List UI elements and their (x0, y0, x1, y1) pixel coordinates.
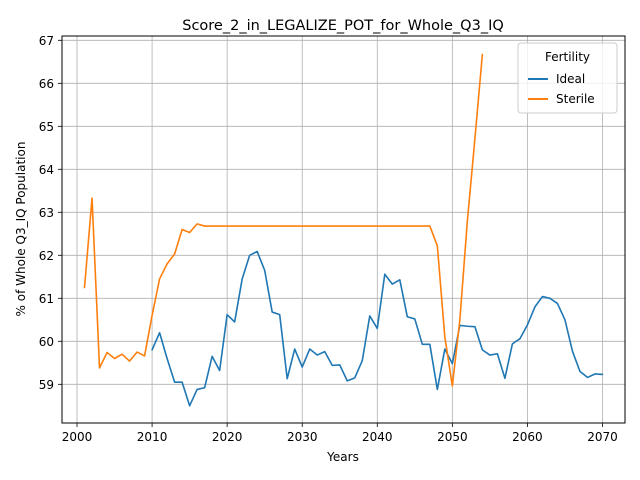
x-tick-label: 2020 (212, 430, 243, 444)
legend-box (517, 42, 618, 114)
x-tick-label: 2050 (437, 430, 468, 444)
x-axis-ticks: 2000 2010 2020 2030 2040 2050 2060 2070 (62, 423, 618, 444)
chart-title: Score_2_in_LEGALIZE_POT_for_Whole_Q3_IQ (182, 18, 504, 34)
x-tick-label: 2070 (587, 430, 618, 444)
x-axis-label: Years (326, 450, 359, 464)
y-axis-label: % of Whole Q3_IQ Population (14, 142, 28, 317)
legend: Fertility Ideal Sterile (517, 42, 618, 114)
y-tick-label: 60 (39, 335, 54, 349)
x-tick-label: 2000 (62, 430, 93, 444)
plot-frame (61, 35, 626, 424)
y-tick-label: 59 (39, 378, 54, 392)
y-tick-label: 65 (39, 120, 54, 134)
legend-label-ideal: Ideal (556, 72, 585, 86)
x-tick-label: 2060 (512, 430, 543, 444)
x-tick-label: 2030 (287, 430, 318, 444)
y-tick-label: 62 (39, 249, 54, 263)
series-line-ideal (151, 250, 604, 407)
legend-title: Fertility (545, 50, 590, 64)
y-tick-label: 66 (39, 77, 54, 91)
y-tick-label: 64 (39, 163, 54, 177)
x-tick-label: 2010 (137, 430, 168, 444)
y-tick-label: 63 (39, 206, 54, 220)
y-tick-label: 67 (39, 34, 54, 48)
series-lines (83, 53, 604, 407)
series-line-sterile (83, 53, 484, 387)
y-axis-ticks: 59 60 61 62 63 64 65 66 67 (39, 34, 62, 392)
legend-label-sterile: Sterile (556, 92, 595, 106)
y-tick-label: 61 (39, 292, 54, 306)
x-tick-label: 2040 (362, 430, 393, 444)
